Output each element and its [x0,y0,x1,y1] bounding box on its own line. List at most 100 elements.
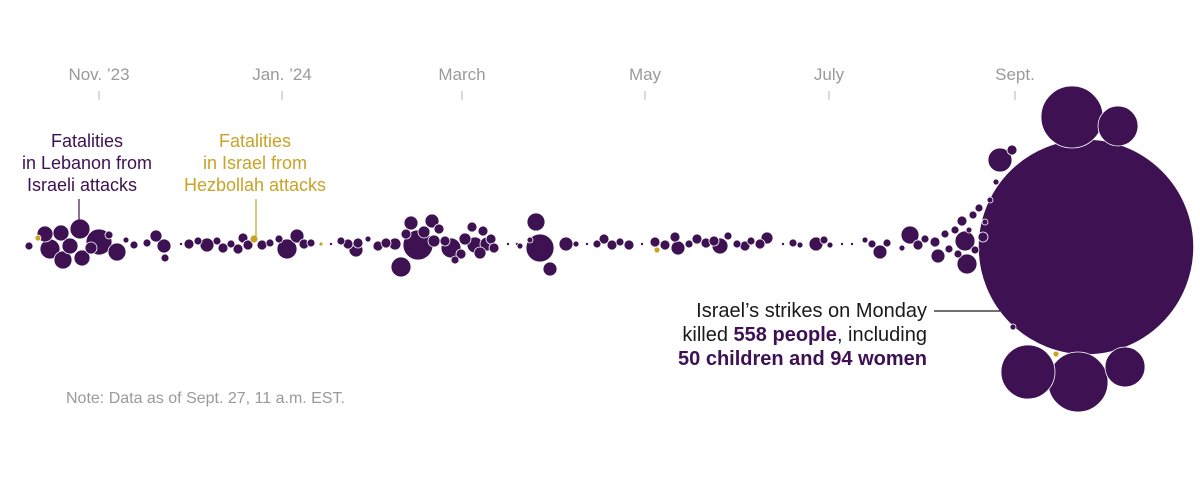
lebanon-fatality-bubble [732,239,742,249]
israel-fatality-bubble [34,234,42,242]
lebanon-fatality-bubble [274,234,284,244]
lebanon-fatality-bubble [336,236,346,246]
tick-label-july: July [814,65,845,84]
baseline-dot [506,242,510,246]
tick-label-may: May [629,65,662,84]
lebanon-fatality-bubble [226,239,236,249]
lebanon-fatality-bubble [1047,351,1109,413]
lebanon-fatality-bubble [217,242,229,254]
lebanon-fatality-bubble [754,238,766,250]
legend-israel: Fatalities in Israel from Hezbollah atta… [184,131,326,238]
lebanon-fatality-bubble [477,225,489,237]
lebanon-fatality-bubble [788,238,798,248]
legend-lebanon: Fatalities in Lebanon from Israeli attac… [22,131,152,222]
lebanon-fatality-bubble [974,203,984,213]
lebanon-fatality-bubble [981,218,989,226]
legend-lebanon-line1: Fatalities [51,131,123,151]
lebanon-fatality-bubble [69,218,91,240]
lebanon-fatality-bubble [212,236,222,246]
lebanon-fatality-bubble [1104,346,1146,388]
bubble-cluster [24,85,1195,413]
lebanon-fatality-bubble [968,210,978,220]
lebanon-fatality-bubble [276,238,298,260]
israel-fatality-bubble [249,234,259,244]
lebanon-fatality-bubble [912,239,924,251]
legend-israel-line2: in Israel from [203,153,307,173]
lebanon-fatality-bubble [427,234,441,248]
baseline-dot [840,242,844,246]
lebanon-fatality-bubble [615,237,625,247]
lebanon-fatality-bubble [183,238,195,250]
x-axis: Nov. ’23 Jan. ’24 March May July Sept. [68,65,1035,100]
lebanon-fatality-bubble [606,239,618,251]
lebanon-fatality-bubble [52,224,70,242]
lebanon-fatality-bubble [156,238,172,254]
callout-line3: 50 children and 94 women [678,348,927,370]
lebanon-fatality-bubble [670,240,686,256]
lebanon-fatality-bubble [364,235,372,243]
lebanon-fatality-bubble [723,231,733,241]
callout-line2: killed 558 people, including [682,324,927,346]
lebanon-fatality-bubble [306,238,316,248]
lebanon-fatality-bubble [669,231,681,243]
lebanon-fatality-bubble [289,228,305,244]
callout-line2-suffix: , including [837,324,927,346]
lebanon-fatality-bubble [872,244,888,260]
lebanon-fatality-bubble [944,244,954,254]
lebanon-fatality-bubble [649,236,661,248]
lebanon-fatality-bubble [1009,323,1017,331]
lebanon-fatality-bubble [450,255,460,265]
callout-highlight-count: 558 people [734,324,837,346]
lebanon-fatality-bubble [542,261,558,277]
baseline-dot [179,242,183,246]
lebanon-fatality-bubble [965,226,973,234]
baseline-dot [781,242,785,246]
lebanon-fatality-bubble [149,229,163,243]
lebanon-fatality-bubble [826,241,834,249]
lebanon-fatality-bubble [819,235,829,245]
lebanon-fatality-bubble [572,240,580,248]
lebanon-fatality-bubble [526,212,546,232]
legend-israel-line1: Fatalities [219,131,291,151]
israel-fatality-bubble [1052,350,1060,358]
lebanon-fatality-bubble [193,236,203,246]
lebanon-fatality-bubble [970,245,980,255]
legend-israel-line3: Hezbollah attacks [184,175,326,195]
lebanon-fatality-bubble [265,238,275,248]
lebanon-fatality-bubble [129,240,139,250]
baseline-dot [850,242,854,246]
lebanon-fatality-bubble [439,235,451,247]
lebanon-fatality-bubble [455,248,467,260]
data-note: Note: Data as of Sept. 27, 11 a.m. EST. [66,390,345,407]
legend-lebanon-line3: Israeli attacks [27,175,137,195]
baseline-dot [585,242,589,246]
lebanon-fatality-bubble [861,236,869,244]
legend-lebanon-line2: in Lebanon from [22,153,152,173]
monday-strike-bubble [977,138,1195,356]
lebanon-fatality-bubble [992,178,1000,186]
lebanon-fatality-bubble [954,230,976,252]
lebanon-fatality-bubble [403,215,419,231]
lebanon-fatality-bubble [558,236,574,252]
lebanon-fatality-bubble [400,228,412,240]
lebanon-fatality-bubble [900,225,920,245]
lebanon-fatality-bubble [160,253,170,263]
lebanon-fatality-bubble [380,237,392,249]
lebanon-fatality-bubble [708,235,720,247]
lebanon-fatality-bubble [977,231,989,243]
tick-label-nov: Nov. ’23 [68,65,129,84]
lebanon-fatality-bubble [73,249,91,267]
tick-label-jan: Jan. ’24 [252,65,312,84]
lebanon-fatality-bubble [950,225,960,235]
lebanon-fatality-bubble [659,239,671,251]
lebanon-fatality-bubble [485,233,497,245]
tick-label-sept: Sept. [995,65,1035,84]
lebanon-fatality-bubble [142,238,152,248]
lebanon-fatality-bubble [53,250,73,270]
lebanon-fatality-bubble [232,243,244,255]
lebanon-fatality-bubble [199,237,215,253]
lebanon-fatality-bubble [929,236,941,248]
lebanon-fatality-bubble [598,233,610,245]
lebanon-fatality-bubble [592,239,602,249]
lebanon-fatality-bubble [122,236,130,244]
